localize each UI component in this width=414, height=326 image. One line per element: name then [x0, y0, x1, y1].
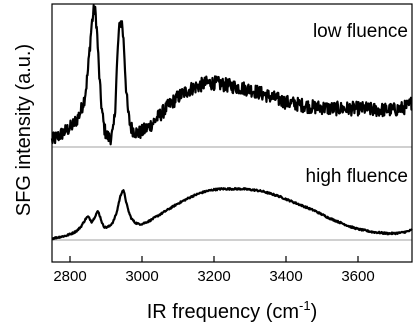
x-tick-label-2800: 2800 [53, 268, 86, 285]
plot-area [50, 4, 413, 241]
series-label-low-fluence: low fluence [313, 21, 408, 42]
x-axis-label-main: IR frequency (cm [147, 301, 299, 323]
series-line-1 [51, 186, 413, 241]
x-axis-label-end: ) [311, 301, 318, 323]
x-axis-ticks: 2800 3000 3200 3400 3600 [53, 256, 375, 285]
x-axis-label-superscript: -1 [299, 298, 311, 313]
y-axis-label: SFG intensity (a.u.) [13, 44, 35, 216]
x-tick-label-3000: 3000 [125, 268, 158, 285]
x-tick-label-3400: 3400 [269, 268, 302, 285]
x-axis-label: IR frequency (cm-1) [147, 298, 318, 323]
plot-frame [51, 3, 413, 263]
x-tick-label-3600: 3600 [341, 268, 374, 285]
series-line-0 [50, 4, 413, 146]
series-label-high-fluence: high fluence [306, 166, 408, 187]
x-tick-label-3200: 3200 [197, 268, 230, 285]
